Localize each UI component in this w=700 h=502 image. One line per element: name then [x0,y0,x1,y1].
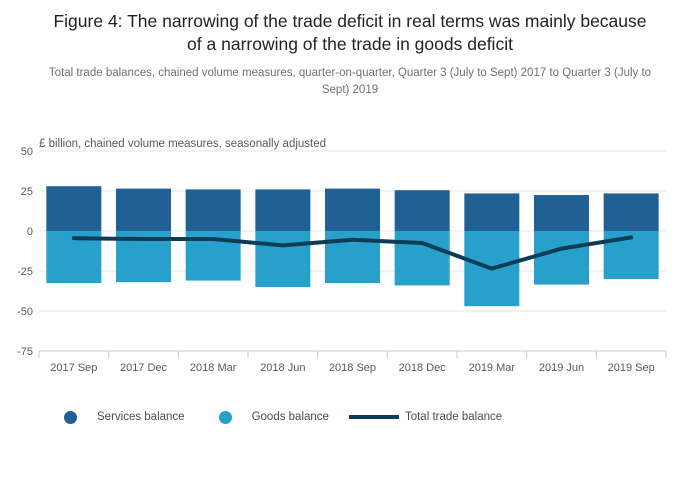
svg-text:-75: -75 [17,346,33,358]
services-bar [185,189,241,231]
svg-text:0: 0 [27,226,33,238]
services-bar [46,186,102,231]
legend-item-total: Total trade balance [348,411,503,423]
services-bar [325,188,380,231]
chart-legend: Services balance Goods balance Total tra… [0,405,700,429]
x-axis-label: 2017 Dec [120,362,168,374]
x-axis-label: 2019 Sep [608,362,655,374]
axis-unit-label: £ billion, chained volume measures, seas… [39,138,326,150]
goods-bar [534,231,589,285]
x-axis-label: 2018 Mar [190,362,237,374]
services-bar [603,193,659,231]
bars-group [46,186,659,307]
figure-title: Figure 4: The narrowing of the trade def… [53,11,647,55]
x-axis-label: 2017 Sep [50,362,97,374]
services-bar [116,188,171,231]
x-axis-label: 2018 Dec [399,362,447,374]
goods-legend-label: Goods balance [251,411,329,423]
services-bar [255,189,311,231]
services-legend-dot-icon [64,410,77,424]
svg-text:-25: -25 [17,266,33,278]
svg-text:50: 50 [21,146,33,158]
x-axis-label: 2018 Jun [260,362,305,374]
goods-bar [255,231,311,287]
x-axis-ticks-group [38,351,667,358]
figure-subtitle: Total trade balances, chained volume mea… [48,67,652,96]
goods-legend-dot-icon [218,410,232,424]
x-axis-label: 2019 Jun [539,362,584,374]
total-trade-line-swatch-icon [348,415,399,419]
services-bar [394,190,450,231]
total-legend-label: Total trade balance [404,411,503,423]
legend-item-goods: Goods balance [218,410,329,424]
services-legend-label: Services balance [97,411,185,423]
svg-text:-50: -50 [17,306,33,318]
goods-bar [394,231,450,286]
total-trade-line [71,235,634,271]
x-axis-label: 2018 Sep [329,362,376,374]
trade-balance-chart: £ billion, chained volume measures, seas… [0,132,700,382]
legend-item-services: Services balance [64,410,185,424]
chart-canvas: £ billion, chained volume measures, seas… [17,138,667,374]
x-axis-label: 2019 Mar [469,362,516,374]
services-bar [534,195,589,231]
services-bar [464,193,520,231]
x-axis-labels-group: 2017 Sep 2017 Dec 2018 Mar 2018 Jun 2018 Sep… [50,362,654,374]
svg-text:25: 25 [21,186,33,198]
